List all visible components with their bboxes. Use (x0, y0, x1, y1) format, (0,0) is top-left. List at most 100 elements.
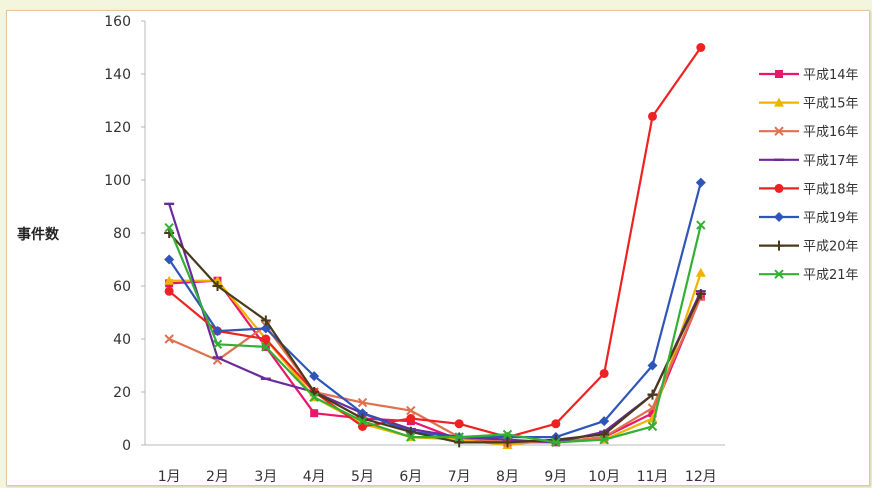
legend-item: 平成19年 (759, 211, 859, 226)
legend-marker (774, 126, 784, 136)
y-axis-label: 事件数 (17, 226, 60, 243)
x-tick-label: 5月 (351, 469, 374, 485)
data-point (212, 326, 223, 337)
x-tick-label: 8月 (496, 469, 519, 485)
data-point (599, 429, 610, 440)
series-line (168, 182, 702, 439)
x-tick-label: 2月 (206, 469, 229, 485)
legend-label: 平成18年 (803, 182, 859, 197)
data-point (406, 414, 416, 423)
series-line (168, 46, 702, 439)
data-point (309, 387, 320, 397)
legend-item: 平成15年 (759, 97, 859, 112)
data-point (647, 389, 658, 400)
data-point (695, 288, 706, 299)
series-layer (164, 43, 706, 449)
data-point (454, 437, 465, 448)
legend-item: 平成17年 (759, 154, 859, 169)
legend-marker (774, 240, 784, 251)
data-point (599, 416, 610, 427)
legend-label: 平成14年 (803, 68, 859, 83)
data-point (695, 177, 706, 188)
y-tick-label: 80 (113, 226, 131, 242)
chart-frame: 0 20 40 60 80 100 120 140 160 1月 2月 3月 4月 5月 6月 7月 8月 9月… (6, 10, 870, 486)
data-point (357, 397, 368, 408)
x-tick-label: 3月 (254, 469, 277, 485)
y-tick-label: 20 (113, 385, 131, 401)
x-tick-label: 9月 (544, 469, 567, 485)
data-point (164, 334, 174, 344)
data-point (310, 409, 319, 418)
data-point (357, 408, 368, 419)
legend-label: 平成19年 (803, 211, 859, 226)
data-point (695, 267, 706, 277)
data-point (696, 220, 706, 230)
data-point (261, 334, 271, 344)
legend-item: 平成20年 (759, 240, 859, 255)
data-point (309, 371, 320, 382)
data-point (648, 111, 657, 121)
legend-item: 平成21年 (759, 268, 859, 283)
data-point (406, 405, 416, 416)
data-point (647, 360, 658, 371)
legend-item: 平成16年 (759, 125, 859, 140)
x-tick-label: 12月 (685, 469, 717, 485)
line-chart: 0 20 40 60 80 100 120 140 160 1月 2月 3月 4月 5月 6月 7月 8月 9月… (17, 14, 859, 485)
data-point (164, 222, 174, 233)
data-point (502, 437, 513, 448)
y-tick-label: 160 (104, 14, 131, 30)
series-line (168, 203, 702, 444)
data-point (357, 416, 368, 426)
data-point (454, 432, 464, 442)
series-6 (164, 177, 706, 443)
data-point (212, 281, 223, 291)
legend-item: 平成18年 (759, 182, 859, 197)
x-tick-label: 6月 (399, 469, 422, 485)
legend-marker (774, 269, 784, 279)
x-tick-labels: 1月 2月 3月 4月 5月 6月 7月 8月 9月 10月 11月 12月 (158, 469, 717, 485)
data-point (696, 43, 706, 52)
y-tick-labels: 0 20 40 60 80 100 120 140 160 (104, 14, 145, 454)
series-8 (164, 220, 706, 448)
y-tick-label: 140 (104, 67, 131, 83)
legend-label: 平成16年 (803, 125, 859, 140)
data-point (599, 368, 609, 378)
data-point (648, 409, 657, 418)
data-point (260, 315, 271, 326)
data-point (551, 419, 561, 429)
y-tick-label: 100 (104, 173, 131, 189)
series-5 (164, 43, 706, 442)
y-tick-label: 40 (113, 332, 131, 348)
data-point (164, 254, 175, 265)
x-tick-label: 10月 (588, 469, 620, 485)
legend-label: 平成20年 (803, 240, 859, 255)
legend-label: 平成15年 (803, 97, 859, 112)
legend-marker (775, 70, 783, 78)
data-point (454, 419, 464, 429)
legend-label: 平成21年 (803, 268, 859, 283)
data-point (309, 392, 319, 403)
y-tick-label: 0 (122, 438, 131, 454)
x-tick-label: 4月 (303, 469, 326, 485)
legend-marker (774, 97, 784, 107)
data-point (599, 434, 609, 445)
legend-marker (774, 212, 784, 222)
legend-item: 平成14年 (759, 68, 859, 83)
data-point (647, 421, 658, 432)
data-point (164, 286, 174, 296)
x-tick-label: 7月 (448, 469, 471, 485)
data-point (405, 426, 416, 437)
x-tick-label: 11月 (637, 469, 669, 485)
legend-label: 平成17年 (803, 154, 859, 169)
x-tick-label: 1月 (158, 469, 181, 485)
legend-marker (774, 183, 784, 193)
series-line (168, 296, 702, 444)
data-point (406, 432, 416, 442)
y-tick-label: 60 (113, 279, 131, 295)
series-4 (164, 202, 706, 444)
data-point (551, 437, 561, 448)
y-tick-label: 120 (104, 120, 131, 136)
data-point (164, 275, 175, 285)
data-point (502, 429, 513, 440)
